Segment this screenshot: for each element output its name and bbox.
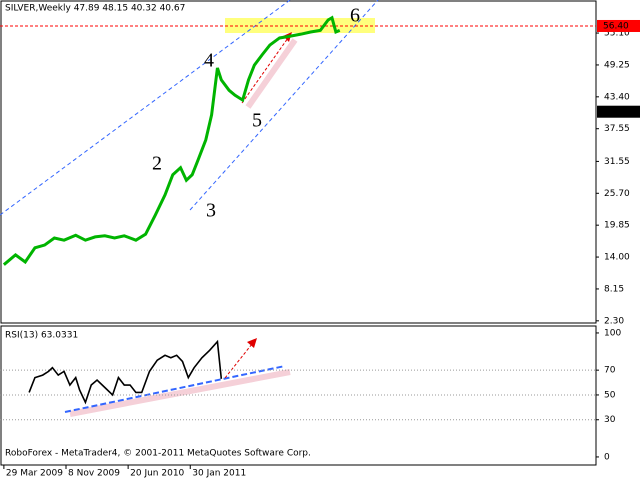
price-panel [0,0,597,324]
wave-label: 4 [204,50,214,72]
price-box [597,105,640,118]
rsi-arrow [224,343,253,379]
y-tick-label: 55.10 [604,29,630,39]
arrow-shadow [245,38,298,109]
y-tick-label: 37.55 [604,124,630,134]
wave-label: 2 [152,153,162,175]
channel-line [189,0,379,211]
y-tick-label: 70 [604,366,616,376]
price-label: 40.67 [603,107,629,117]
price-box [597,19,640,32]
series-line [2,15,341,266]
y-tick-label: 31.55 [604,157,630,167]
arrow-head [247,338,257,348]
series-line [28,339,223,405]
y-tick-label: 2.30 [604,316,624,326]
y-tick-label: 0 [604,452,610,462]
x-tick-label: 8 Nov 2009 [68,469,120,479]
y-tick-label: 50 [604,390,616,400]
rsi-panel [0,325,597,466]
x-tick-label: 30 Jan 2011 [192,469,246,479]
y-tick-label: 14.00 [604,253,630,263]
footer: RoboForex - MetaTrader4, © 2001-2011 Met… [5,449,311,459]
wave-label: 5 [252,110,262,132]
y-tick-label: 19.85 [604,221,630,231]
x-tick-label: 20 Jun 2010 [130,469,184,479]
wave-label: 6 [350,5,360,27]
price-label: 56.40 [603,21,629,31]
y-tick-label: 43.40 [604,92,630,102]
y-tick-label: 49.25 [604,60,630,70]
y-tick-label: 25.70 [604,189,630,199]
y-tick-label: 100 [604,328,621,338]
trend-shadow [69,369,291,417]
wave-label: 3 [206,200,216,222]
y-tick-label: 8.15 [604,284,624,294]
x-tick-label: 29 Mar 2009 [6,469,63,479]
y-tick-label: 30 [604,415,616,425]
rsi-title: RSI(13) 63.0331 [5,331,78,341]
rsi-trendline [64,365,286,413]
chart-title: SILVER,Weekly 47.89 48.15 40.32 40.67 [5,4,185,14]
forecast-arrow [241,37,289,104]
